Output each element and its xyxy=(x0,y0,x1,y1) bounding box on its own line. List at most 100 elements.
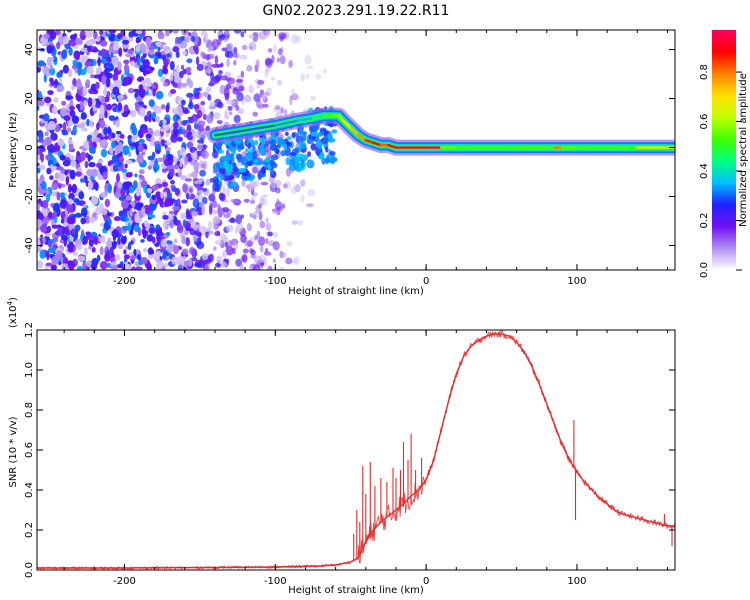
spectrogram-noise-blob xyxy=(272,258,277,263)
spectrogram-noise-blob xyxy=(182,50,187,56)
spectrogram-noise-blob xyxy=(47,90,54,95)
spectrogram-noise-blob xyxy=(224,114,230,120)
spectrogram-noise-blob xyxy=(58,76,63,84)
spectrogram-noise-blob xyxy=(125,172,133,178)
spectrogram-noise-blob xyxy=(38,131,44,141)
snr-line-noise xyxy=(37,330,675,570)
spectrogram-noise-blob xyxy=(46,143,55,152)
spectrogram-noise-blob xyxy=(52,157,57,165)
spectrogram-noise-blob xyxy=(92,137,101,143)
ridge-segment xyxy=(213,129,247,137)
spectrogram-noise-blob xyxy=(205,54,211,61)
spectrogram-noise-blob xyxy=(181,199,188,204)
spectrogram-noise-blob xyxy=(202,113,207,121)
spectrogram-noise-blob xyxy=(67,216,76,224)
snr-line xyxy=(37,333,675,569)
spectrogram-noise-blob xyxy=(179,70,184,79)
snr-y-tick-label: 0.0 xyxy=(24,562,35,578)
spectrogram-noise-blob xyxy=(56,166,64,171)
spectrogram-noise-blob xyxy=(74,212,83,218)
spectrogram-noise-blob xyxy=(61,49,68,60)
spectrogram-noise-blob xyxy=(212,40,218,47)
spectrogram-noise-blob xyxy=(64,170,68,176)
spectrogram-noise-blob xyxy=(56,41,61,50)
spectrogram-noise-blob xyxy=(160,139,166,147)
spectrogram-noise-blob xyxy=(129,109,137,117)
spectrogram-noise-blob xyxy=(121,43,130,49)
spectrogram-noise-blob xyxy=(233,30,242,34)
spectrogram-noise-blob xyxy=(252,166,259,174)
spectrogram-noise-blob xyxy=(68,142,74,152)
spectrogram-noise-blob xyxy=(148,165,152,170)
spectrogram-noise-blob xyxy=(80,112,87,120)
spectrogram-noise-blob xyxy=(285,257,293,265)
spectrogram-noise-blob xyxy=(231,181,238,187)
spectrogram-noise-blob xyxy=(233,60,237,66)
spectrogram-y-ticks: -40 -20 0 20 40 xyxy=(24,43,675,254)
spectrogram-noise-blob xyxy=(135,30,143,34)
spectrogram-noise-blob xyxy=(246,160,254,167)
spectrogram-noise-blob xyxy=(324,158,330,165)
spectrogram-noise-blob xyxy=(117,181,123,189)
spectrogram-noise-blob xyxy=(111,241,117,250)
spectrogram-noise-blob xyxy=(61,235,68,241)
spectrogram-noise-blob xyxy=(280,107,284,114)
spectrogram-noise-blob xyxy=(44,96,52,104)
spectrogram-noise-blob xyxy=(148,112,152,123)
spectrogram-noise-blob xyxy=(91,48,99,53)
spectrogram-noise-blob xyxy=(219,84,226,95)
spectrogram-noise-blob xyxy=(44,131,49,137)
spectrogram-noise-blob xyxy=(270,76,276,81)
spectrogram-noise-blob xyxy=(157,47,161,52)
spectrogram-noise-blob xyxy=(54,78,58,86)
spectrogram-noise-blob xyxy=(134,173,138,178)
spectrogram-noise-blob xyxy=(270,139,277,147)
spectrogram-noise-blob xyxy=(211,200,218,208)
spectrogram-noise-blob xyxy=(163,220,167,229)
spectrogram-noise-blob xyxy=(153,57,159,65)
spectrogram-noise-blob xyxy=(322,68,328,74)
spectrogram-noise-blob xyxy=(177,136,183,142)
spectrogram-noise-blob xyxy=(85,40,93,46)
spectrogram-noise-blob xyxy=(72,252,79,256)
spectrogram-noise-blob xyxy=(73,198,80,204)
spectrogram-noise-blob xyxy=(263,251,272,256)
spectrogram-noise-blob xyxy=(272,232,279,238)
spectrogram-noise-blob xyxy=(42,210,49,218)
spectrogram-noise-blob xyxy=(224,241,229,248)
spectrogram-noise-blob xyxy=(62,159,71,167)
spectrogram-noise-blob xyxy=(143,248,148,253)
spectrogram-noise-blob xyxy=(246,64,253,72)
spectrogram-noise-blob xyxy=(187,102,194,110)
spectrogram-noise-blob xyxy=(114,191,122,199)
spectrogram-noise-blob xyxy=(172,46,180,53)
spectrogram-noise-blob xyxy=(186,192,190,200)
ridge-segment xyxy=(372,141,383,147)
spectrogram-noise-blob xyxy=(136,77,144,82)
spectrogram-noise-blob xyxy=(143,59,150,69)
spectrogram-noise-blob xyxy=(37,105,40,111)
spectrogram-noise-blob xyxy=(81,207,88,217)
spectrogram-noise-blob xyxy=(233,46,238,55)
spectrogram-noise-blob xyxy=(105,77,111,88)
ridge-segment xyxy=(342,119,352,130)
spectrogram-noise-blob xyxy=(106,56,112,63)
spectrogram-noise-blob xyxy=(52,236,59,243)
spectrogram-noise-blob xyxy=(47,120,56,131)
spectrogram-noise-blob xyxy=(151,194,156,200)
spectrogram-noise-blob xyxy=(160,238,167,248)
spectrogram-noise-blob xyxy=(244,94,252,103)
spectrogram-noise-blob xyxy=(130,240,134,245)
spectrogram-noise-blob xyxy=(164,158,170,167)
ridge-segment xyxy=(274,119,300,127)
spectrogram-noise-blob xyxy=(249,263,253,270)
spectrogram-noise-blob xyxy=(99,246,104,256)
spectrogram-noise-blob xyxy=(112,41,120,51)
spectrogram-noise-blob xyxy=(61,263,69,270)
spectrogram-noise-blob xyxy=(176,198,181,206)
spectrogram-noise-blob xyxy=(125,53,132,58)
spectrogram-noise-blob xyxy=(170,134,178,143)
spectrogram-noise-blob xyxy=(248,34,255,39)
spectrogram-noise-blob xyxy=(247,142,252,150)
spectrogram-noise-blob xyxy=(166,119,170,125)
